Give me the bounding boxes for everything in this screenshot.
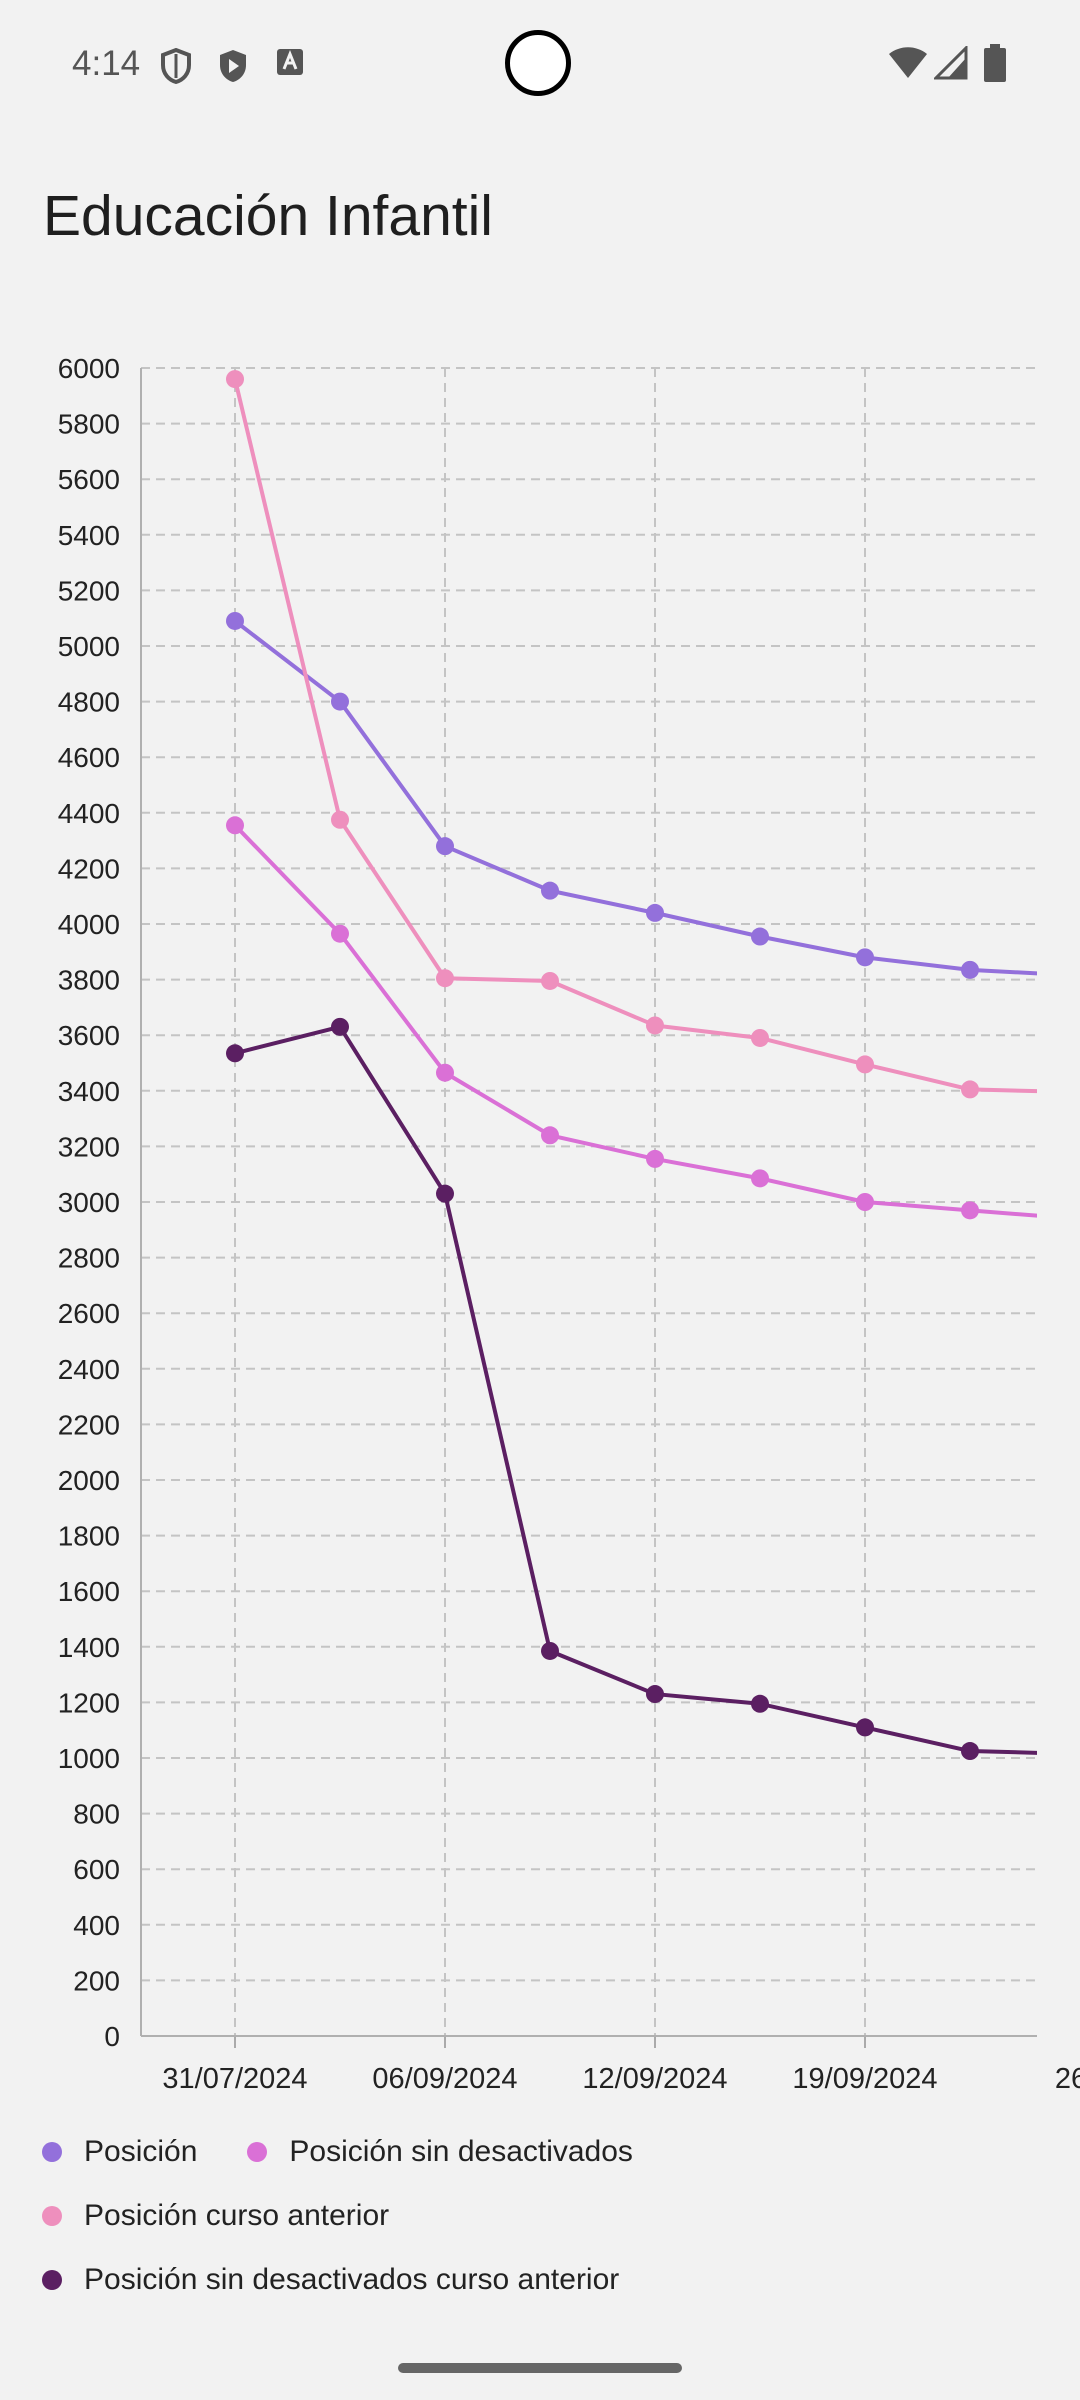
data-point bbox=[436, 837, 454, 856]
x-tick-label: 12/09/2024 bbox=[582, 2063, 727, 2095]
y-tick-label: 2000 bbox=[58, 1465, 120, 1496]
data-point bbox=[541, 881, 559, 900]
y-tick-label: 1000 bbox=[58, 1743, 120, 1774]
y-tick-label: 1600 bbox=[58, 1576, 120, 1607]
y-tick-label: 5000 bbox=[58, 631, 120, 662]
y-tick-label: 800 bbox=[73, 1799, 120, 1830]
data-point bbox=[436, 969, 454, 988]
data-point bbox=[961, 960, 979, 979]
y-tick-label: 3200 bbox=[58, 1131, 120, 1162]
y-tick-label: 5400 bbox=[58, 520, 120, 551]
y-tick-label: 3800 bbox=[58, 965, 120, 996]
y-tick-label: 4000 bbox=[58, 909, 120, 940]
legend-marker bbox=[42, 2142, 62, 2162]
y-tick-label: 3400 bbox=[58, 1076, 120, 1107]
signal-icon bbox=[932, 44, 968, 85]
y-tick-label: 6000 bbox=[58, 353, 120, 384]
data-point bbox=[646, 1016, 664, 1035]
y-tick-label: 5200 bbox=[58, 575, 120, 606]
legend-label: Posición curso anterior bbox=[84, 2199, 390, 2232]
y-tick-label: 1200 bbox=[58, 1687, 120, 1718]
y-tick-label: 5800 bbox=[58, 409, 120, 440]
text-format-icon bbox=[276, 48, 304, 81]
legend-row: Posición sin desactivados curso anterior bbox=[42, 2248, 1042, 2312]
data-point bbox=[331, 924, 349, 943]
y-tick-label: 0 bbox=[104, 2021, 120, 2052]
data-point bbox=[436, 1184, 454, 1203]
legend-item-posicion-sin-desactivados-curso-anterior[interactable]: Posición sin desactivados curso anterior bbox=[42, 2263, 619, 2297]
x-tick-label: 31/07/2024 bbox=[162, 2063, 307, 2095]
shield-outline-icon bbox=[160, 47, 192, 89]
data-point bbox=[541, 1641, 559, 1660]
legend-row: Posición Posición sin desactivados bbox=[42, 2120, 1042, 2184]
y-tick-label: 1800 bbox=[58, 1521, 120, 1552]
y-tick-label: 3600 bbox=[58, 1020, 120, 1051]
data-point bbox=[751, 927, 769, 946]
y-tick-label: 5600 bbox=[58, 464, 120, 495]
x-tick-label: 19/09/2024 bbox=[792, 2063, 937, 2095]
y-tick-label: 4600 bbox=[58, 742, 120, 773]
data-point bbox=[856, 1055, 874, 1074]
data-point bbox=[856, 948, 874, 967]
y-tick-label: 2800 bbox=[58, 1243, 120, 1274]
wifi-icon bbox=[888, 46, 928, 85]
data-point bbox=[436, 1063, 454, 1082]
data-point bbox=[961, 1742, 979, 1761]
front-camera bbox=[505, 30, 571, 96]
battery-icon bbox=[984, 44, 1006, 87]
y-tick-label: 3000 bbox=[58, 1187, 120, 1218]
play-shield-icon bbox=[217, 48, 249, 89]
y-tick-label: 600 bbox=[73, 1854, 120, 1885]
y-tick-label: 2600 bbox=[58, 1298, 120, 1329]
data-point bbox=[751, 1028, 769, 1047]
data-point bbox=[856, 1718, 874, 1737]
legend-label: Posición bbox=[84, 2135, 198, 2168]
y-tick-label: 1400 bbox=[58, 1632, 120, 1663]
status-time: 4:14 bbox=[72, 44, 141, 83]
legend-label: Posición sin desactivados curso anterior bbox=[84, 2263, 620, 2296]
data-point bbox=[226, 816, 244, 835]
status-bar: 4:14 bbox=[0, 0, 1080, 130]
legend-marker bbox=[247, 2142, 268, 2162]
data-point bbox=[226, 611, 244, 630]
data-point bbox=[541, 971, 559, 990]
x-tick-label: 26/ bbox=[1055, 2063, 1080, 2095]
page-title: Educación Infantil bbox=[43, 184, 493, 248]
legend-row: Posición curso anterior bbox=[42, 2184, 1042, 2248]
x-tick-label: 06/09/2024 bbox=[372, 2063, 517, 2095]
legend-marker bbox=[42, 2270, 62, 2290]
y-tick-label: 4200 bbox=[58, 853, 120, 884]
legend-item-posicion-sin-desactivados[interactable]: Posición sin desactivados bbox=[247, 2135, 633, 2169]
y-tick-label: 400 bbox=[73, 1910, 120, 1941]
data-point bbox=[226, 1044, 244, 1063]
data-point bbox=[856, 1193, 874, 1211]
y-tick-label: 4800 bbox=[58, 687, 120, 718]
y-tick-label: 2200 bbox=[58, 1409, 120, 1440]
legend-label: Posición sin desactivados bbox=[289, 2135, 633, 2168]
data-point bbox=[331, 810, 349, 829]
data-point bbox=[961, 1201, 979, 1220]
chart-legend: Posición Posición sin desactivados Posic… bbox=[42, 2120, 1042, 2312]
data-point bbox=[331, 692, 349, 711]
data-point bbox=[226, 370, 244, 389]
legend-item-posicion-curso-anterior[interactable]: Posición curso anterior bbox=[42, 2199, 389, 2233]
data-point bbox=[646, 1685, 664, 1704]
data-point bbox=[646, 903, 664, 922]
data-point bbox=[331, 1017, 349, 1036]
legend-marker bbox=[42, 2206, 62, 2226]
y-tick-label: 4400 bbox=[58, 798, 120, 829]
data-point bbox=[541, 1126, 559, 1145]
data-point bbox=[961, 1080, 979, 1099]
home-indicator[interactable] bbox=[398, 2363, 682, 2373]
data-point bbox=[646, 1149, 664, 1168]
y-tick-label: 2400 bbox=[58, 1354, 120, 1385]
data-point bbox=[751, 1694, 769, 1713]
legend-item-posicion[interactable]: Posición bbox=[42, 2135, 197, 2169]
data-point bbox=[751, 1169, 769, 1188]
line-chart: 0 200 400 600 800 1000 1200 1400 1600 1800 2000 220… bbox=[58, 353, 1080, 2095]
y-tick-label: 200 bbox=[73, 1965, 120, 1996]
